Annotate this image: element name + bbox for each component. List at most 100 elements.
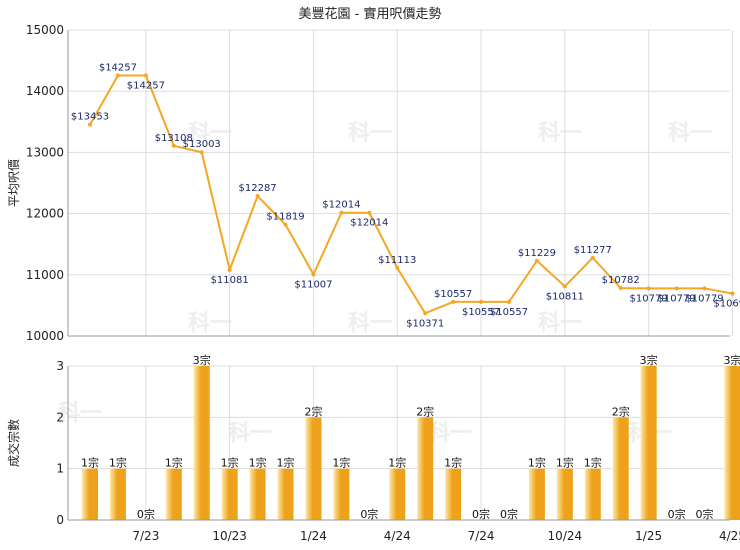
price-label-1: $14257 bbox=[99, 62, 137, 73]
price-label-14: $10557 bbox=[462, 307, 500, 318]
price-label-15: $10557 bbox=[490, 307, 528, 318]
bar-y-tick-1: 1 bbox=[56, 462, 64, 476]
bar-label-13: 1宗 bbox=[444, 456, 462, 470]
bar-y-tick-0: 0 bbox=[56, 513, 64, 527]
price-point-22 bbox=[702, 286, 707, 291]
price-point-12 bbox=[423, 311, 428, 316]
watermark-1: 科一 bbox=[348, 121, 392, 146]
price-point-2 bbox=[143, 73, 148, 78]
bar-label-6: 1宗 bbox=[249, 456, 267, 470]
bar-label-3: 1宗 bbox=[165, 456, 183, 470]
price-point-23 bbox=[730, 291, 735, 296]
watermark-7: 科一 bbox=[58, 401, 102, 426]
bar-23 bbox=[724, 366, 740, 520]
line-y-tick-2: 12000 bbox=[26, 207, 64, 221]
bar-label-10: 0宗 bbox=[360, 507, 378, 521]
price-point-19 bbox=[618, 286, 623, 291]
bar-4 bbox=[193, 366, 210, 520]
bar-series: 1宗 1宗 0宗 1宗 3宗 1宗 1宗 1宗 2宗 1宗 0宗 1宗 2宗 1宗 0宗 0宗 1宗 1宗 1宗 2宗… bbox=[81, 353, 740, 521]
watermark-9: 科一 bbox=[428, 421, 472, 446]
price-point-9 bbox=[339, 210, 344, 215]
bar-label-8: 2宗 bbox=[304, 404, 322, 418]
price-label-13: $10557 bbox=[434, 289, 472, 300]
bar-y-tick-3: 3 bbox=[56, 359, 64, 373]
price-point-15 bbox=[506, 299, 511, 304]
x-tick-0: 7/23 bbox=[132, 529, 159, 543]
watermark-8: 科一 bbox=[228, 421, 272, 446]
bar-label-18: 1宗 bbox=[584, 456, 602, 470]
bar-12 bbox=[417, 417, 434, 520]
price-point-7 bbox=[283, 222, 288, 227]
bar-label-4: 3宗 bbox=[193, 353, 211, 367]
price-label-20: $10779 bbox=[630, 293, 668, 304]
bar-label-5: 1宗 bbox=[221, 456, 239, 470]
price-label-0: $13453 bbox=[71, 112, 109, 123]
price-line bbox=[89, 74, 733, 315]
price-label-3: $13108 bbox=[155, 133, 193, 144]
price-point-21 bbox=[674, 286, 679, 291]
bar-16 bbox=[528, 468, 545, 520]
bar-19 bbox=[612, 417, 629, 520]
x-tick-5: 10/24 bbox=[548, 529, 583, 543]
watermark-6: 科一 bbox=[668, 121, 712, 146]
axes bbox=[67, 30, 730, 521]
bar-label-20: 3宗 bbox=[640, 353, 658, 367]
bar-7 bbox=[277, 468, 294, 520]
bar-9 bbox=[333, 468, 350, 520]
price-point-6 bbox=[255, 194, 260, 199]
price-point-0 bbox=[88, 122, 92, 127]
price-label-16: $11229 bbox=[518, 248, 556, 259]
bar-label-0: 1宗 bbox=[81, 456, 99, 470]
bar-0 bbox=[82, 468, 98, 520]
bar-label-17: 1宗 bbox=[556, 456, 574, 470]
chart-title: 美豐花園 - 實用呎價走勢 bbox=[299, 6, 442, 22]
price-point-4 bbox=[199, 150, 204, 155]
price-point-1 bbox=[115, 73, 120, 78]
price-label-22: $10779 bbox=[685, 293, 723, 304]
price-label-21: $10779 bbox=[657, 293, 695, 304]
bar-label-23: 3宗 bbox=[723, 353, 740, 367]
watermark-4: 科一 bbox=[348, 311, 392, 336]
bar-17 bbox=[556, 468, 573, 520]
line-y-tick-3: 13000 bbox=[26, 145, 64, 159]
x-tick-4: 7/24 bbox=[468, 529, 495, 543]
price-label-2: $14257 bbox=[127, 80, 165, 91]
bar-y-axis-label: 成交宗數 bbox=[6, 419, 21, 467]
watermark-5: 科一 bbox=[538, 311, 582, 336]
bar-y-tick-2: 2 bbox=[56, 410, 64, 424]
price-point-18 bbox=[590, 255, 595, 260]
bar-3 bbox=[165, 468, 182, 520]
price-label-5: $11081 bbox=[211, 275, 249, 286]
x-tick-6: 1/25 bbox=[635, 529, 662, 543]
x-tick-7: 4/25 bbox=[719, 529, 740, 543]
watermark-layer: 科一科一科一科一科一科一科一科一科一科一科一 bbox=[58, 121, 712, 446]
line-y-tick-5: 15000 bbox=[26, 23, 64, 37]
price-point-20 bbox=[646, 286, 651, 291]
line-y-tick-0: 10000 bbox=[26, 329, 64, 343]
price-point-3 bbox=[171, 143, 176, 148]
bar-label-9: 1宗 bbox=[332, 456, 350, 470]
bar-label-12: 2宗 bbox=[416, 404, 434, 418]
watermark-3: 科一 bbox=[188, 311, 232, 336]
line-y-tick-1: 11000 bbox=[26, 268, 64, 282]
bar-label-11: 1宗 bbox=[388, 456, 406, 470]
bar-13 bbox=[445, 468, 462, 520]
bar-label-19: 2宗 bbox=[612, 404, 630, 418]
price-label-6: $12287 bbox=[239, 183, 277, 194]
price-label-9: $12014 bbox=[322, 200, 360, 211]
price-point-14 bbox=[479, 299, 484, 304]
price-label-8: $11007 bbox=[294, 279, 332, 290]
watermark-0: 科一 bbox=[188, 121, 232, 146]
price-label-19: $10782 bbox=[602, 275, 640, 286]
bar-label-14: 0宗 bbox=[472, 507, 490, 521]
price-label-7: $11819 bbox=[266, 212, 304, 223]
price-label-10: $12014 bbox=[350, 218, 388, 229]
line-y-axis-label: 平均呎價 bbox=[7, 159, 21, 207]
price-label-23: $10692 bbox=[713, 299, 740, 310]
price-label-11: $11113 bbox=[378, 255, 416, 266]
x-tick-3: 4/24 bbox=[384, 529, 411, 543]
bar-11 bbox=[389, 468, 406, 520]
bar-label-7: 1宗 bbox=[277, 456, 295, 470]
bar-8 bbox=[305, 417, 322, 520]
